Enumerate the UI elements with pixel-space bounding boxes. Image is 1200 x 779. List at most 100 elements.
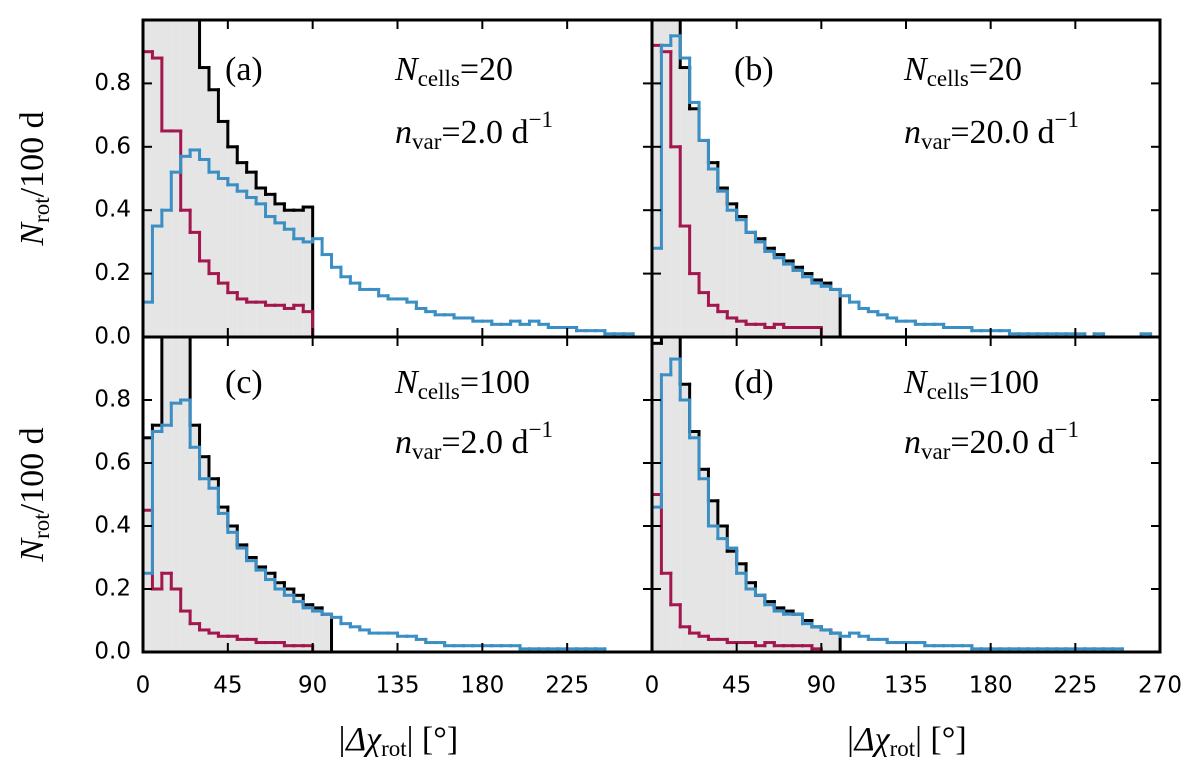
hist-fill xyxy=(746,232,756,337)
math-rest: =100 xyxy=(969,364,1039,401)
hist-fill xyxy=(227,146,238,337)
hist-fill xyxy=(755,238,765,337)
math-base: |Δχ xyxy=(337,721,382,758)
hist-fill xyxy=(689,431,700,652)
y-tick-label: 0.6 xyxy=(94,133,131,159)
math-sub: var xyxy=(921,439,951,464)
math-rest: /100 d xyxy=(14,111,51,197)
math-sub: cells xyxy=(418,379,460,404)
y-tick-label: 0.8 xyxy=(94,387,131,413)
panel-frame xyxy=(650,335,1162,654)
math-sub: rot xyxy=(29,513,54,539)
hist-fill xyxy=(736,563,747,652)
x-tick-label: 225 xyxy=(545,673,589,699)
x-tick-label: 90 xyxy=(298,673,327,699)
panel-label: (a) xyxy=(225,51,263,88)
hist-fill xyxy=(284,210,294,337)
hist-fill xyxy=(811,279,822,337)
panel xyxy=(652,337,1160,652)
hist-fill xyxy=(680,384,690,652)
ncells-annotation: Ncells=20 xyxy=(394,51,513,91)
y-tick-label: 0.0 xyxy=(94,324,131,350)
math-sup: −1 xyxy=(529,107,553,132)
hist-fill xyxy=(736,216,747,337)
panel xyxy=(143,20,652,337)
math-sub: var xyxy=(921,129,951,154)
hist-fill xyxy=(322,614,332,652)
x-tick-label: 180 xyxy=(460,673,504,699)
hist-fill xyxy=(199,67,209,337)
nvar-annotation: nvar=2.0 d−1 xyxy=(395,107,553,154)
hist-fill xyxy=(265,573,275,652)
math-rest: | [°] xyxy=(915,721,967,758)
math-sub: var xyxy=(412,129,442,154)
x-tick-label: 180 xyxy=(969,673,1013,699)
hist-fill xyxy=(821,283,831,337)
x-tick-label: 45 xyxy=(213,673,242,699)
hist-fill xyxy=(208,89,219,337)
hist-fill xyxy=(246,557,257,652)
hist-fill xyxy=(303,604,313,652)
hist-fill xyxy=(755,595,765,652)
hist-fill xyxy=(708,162,718,337)
math-base: |Δχ xyxy=(845,721,890,758)
x-tick-label: 225 xyxy=(1053,673,1097,699)
hist-fill xyxy=(661,337,671,652)
math-sub: rot xyxy=(381,736,407,761)
hist-fill xyxy=(764,601,775,652)
hist-fill xyxy=(293,595,304,652)
hist-fill xyxy=(161,20,172,337)
y-tick-label: 0.2 xyxy=(94,260,131,286)
x-tick-label: 135 xyxy=(884,673,928,699)
math-sup: −1 xyxy=(1055,417,1079,442)
hist-fill xyxy=(821,629,831,652)
hist-fill xyxy=(171,20,181,337)
math-rest: =20.0 d xyxy=(950,424,1054,461)
y-axis-label: Nrot/100 d xyxy=(14,427,54,562)
hist-fill xyxy=(303,207,313,337)
math-base: n xyxy=(904,424,921,461)
hist-fill xyxy=(727,203,737,337)
hist-fill xyxy=(830,289,841,337)
hist-fill xyxy=(152,425,162,652)
hist-fill xyxy=(312,607,323,652)
math-rest: =2.0 d xyxy=(441,114,528,151)
hist-fill xyxy=(670,20,681,337)
ncells-annotation: Ncells=100 xyxy=(394,364,530,404)
x-tick-label: 270 xyxy=(1138,673,1182,699)
math-base: N xyxy=(14,537,51,563)
hist-fill xyxy=(699,140,709,337)
hist-fill xyxy=(180,337,191,652)
hist-fill xyxy=(152,20,162,337)
panel-label: (b) xyxy=(734,51,774,88)
hist-fill xyxy=(746,582,756,652)
hist-fill xyxy=(717,188,728,337)
x-axis-label: |Δχrot| [°] xyxy=(845,721,966,761)
hist-fill xyxy=(661,20,671,337)
math-base: N xyxy=(903,51,929,88)
hist-fill xyxy=(199,456,209,652)
hist-fill xyxy=(143,20,153,337)
hist-fill xyxy=(237,544,247,652)
panel xyxy=(652,20,1160,337)
hist-fill xyxy=(811,626,822,652)
hist-fill xyxy=(161,337,172,652)
hist-fill xyxy=(802,620,812,652)
panel-label: (c) xyxy=(225,364,263,401)
nvar-annotation: nvar=20.0 d−1 xyxy=(904,107,1079,154)
y-tick-label: 0.0 xyxy=(94,639,131,665)
x-tick-label: 90 xyxy=(807,673,836,699)
hist-fill xyxy=(208,478,219,652)
hist-fill xyxy=(180,20,191,337)
hist-fill xyxy=(802,273,812,337)
math-rest: =20.0 d xyxy=(950,114,1054,151)
math-sub: cells xyxy=(418,66,460,91)
math-sub: cells xyxy=(927,66,969,91)
panel xyxy=(143,337,652,652)
hist-fill xyxy=(717,526,728,652)
hist-fill xyxy=(256,188,266,337)
math-base: N xyxy=(394,51,420,88)
hist-fill xyxy=(689,108,700,337)
nvar-annotation: nvar=20.0 d−1 xyxy=(904,417,1079,464)
